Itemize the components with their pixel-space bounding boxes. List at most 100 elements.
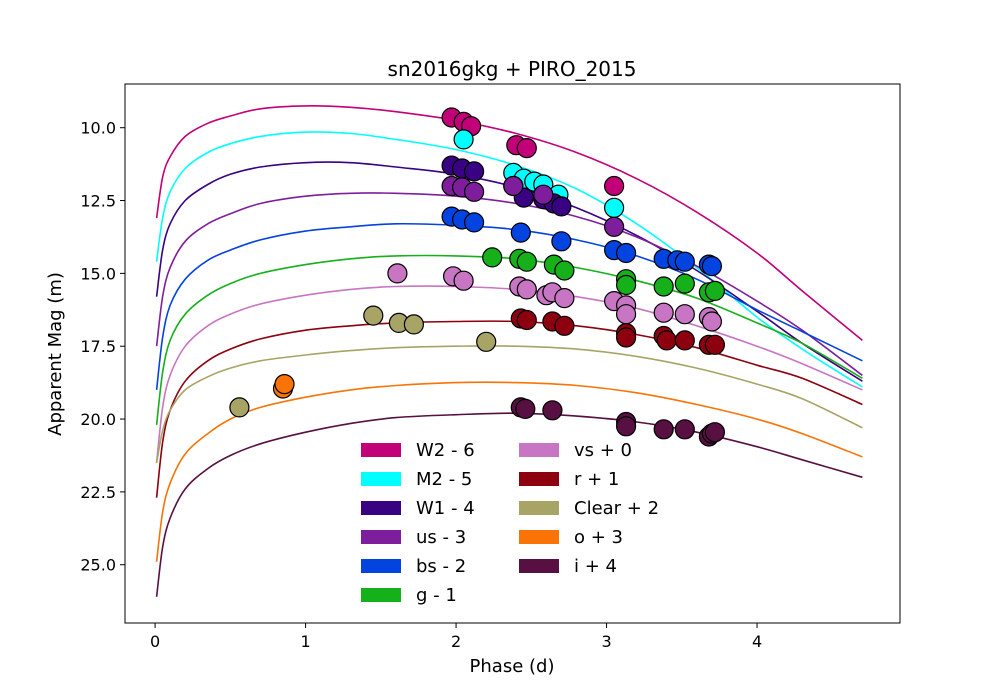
legend-swatch bbox=[519, 472, 559, 486]
legend-swatch bbox=[519, 530, 559, 544]
chart-title: sn2016gkg + PIRO_2015 bbox=[388, 57, 637, 81]
legend-label: bs - 2 bbox=[416, 556, 466, 577]
data-point-w1-4-8 bbox=[551, 196, 572, 217]
data-point-g-1-3 bbox=[516, 251, 537, 272]
y-tick-label: 22.5 bbox=[80, 483, 116, 502]
data-point-bs-2-3 bbox=[464, 212, 485, 233]
model-curves bbox=[155, 105, 863, 597]
data-point-vs-0-5 bbox=[516, 279, 537, 300]
data-point-g-1-8 bbox=[653, 276, 674, 297]
model-curve-w2-6 bbox=[155, 105, 863, 342]
x-tick-label: 1 bbox=[300, 632, 310, 651]
y-tick-label: 10.0 bbox=[80, 119, 116, 138]
data-point-bs-2-4 bbox=[510, 222, 531, 243]
model-curve-m2-5 bbox=[155, 131, 863, 388]
data-point-clear-2-5 bbox=[476, 331, 497, 352]
data-point-i-4-10 bbox=[704, 422, 726, 443]
legend-item-w2-6: W2 - 6 bbox=[361, 440, 475, 461]
data-point-us-3-6 bbox=[603, 216, 625, 237]
y-axis-ticks: 10.0 12.5 15.0 17.5 20.0 22.5 25.0 bbox=[80, 119, 125, 575]
legend-item-clear-2: Clear + 2 bbox=[519, 498, 659, 519]
x-tick-label: 4 bbox=[752, 632, 762, 651]
legend-item-i-4: i + 4 bbox=[519, 556, 617, 577]
data-point-clear-2-2 bbox=[363, 305, 384, 326]
data-point-vs-0-13 bbox=[674, 304, 695, 325]
legend-swatch bbox=[519, 501, 559, 515]
y-tick-label: 25.0 bbox=[80, 556, 116, 575]
model-curve-g-1 bbox=[155, 254, 863, 425]
data-point-vs-0-8 bbox=[554, 288, 575, 309]
legend-swatch bbox=[361, 501, 401, 515]
data-point-us-3-4 bbox=[503, 175, 524, 197]
plot-frame bbox=[124, 83, 901, 624]
data-point-o-3-2 bbox=[274, 374, 295, 395]
legend-item-bs-2: bs - 2 bbox=[361, 556, 466, 577]
legend-item-us-3: us - 3 bbox=[361, 527, 466, 548]
data-point-vs-0-15 bbox=[701, 311, 723, 332]
data-point-r-1-9 bbox=[674, 330, 695, 351]
model-curve-o-3 bbox=[155, 381, 863, 562]
data-point-bs-2-5 bbox=[551, 231, 572, 252]
data-point-vs-0-3 bbox=[453, 270, 474, 291]
legend-label: Clear + 2 bbox=[574, 498, 659, 519]
data-point-clear-2-1 bbox=[229, 397, 250, 418]
data-point-r-1-6 bbox=[615, 327, 637, 348]
legend-label: W2 - 6 bbox=[416, 440, 475, 461]
model-curve-i-4 bbox=[155, 412, 863, 597]
data-point-w2-6-5 bbox=[516, 138, 537, 159]
legend-swatch bbox=[361, 588, 401, 602]
legend-label: r + 1 bbox=[574, 469, 619, 490]
data-point-m2-5-7 bbox=[603, 197, 625, 218]
data-point-i-4-3 bbox=[542, 400, 563, 421]
data-point-us-3-5 bbox=[533, 184, 554, 205]
legend-label: o + 3 bbox=[574, 527, 623, 548]
data-point-i-4-7 bbox=[674, 419, 695, 440]
legend-item-o-3: o + 3 bbox=[519, 527, 623, 548]
y-tick-label: 15.0 bbox=[80, 264, 116, 283]
legend: W2 - 6 M2 - 5 W1 - 4 us - 3 bs - 2 g - 1 vs + … bbox=[361, 440, 659, 606]
model-curve-vs-0 bbox=[155, 285, 863, 463]
data-point-w2-6-6 bbox=[603, 175, 625, 197]
legend-swatch bbox=[519, 443, 559, 457]
y-tick-label: 17.5 bbox=[80, 337, 116, 356]
legend-label: g - 1 bbox=[416, 585, 457, 606]
x-tick-label: 2 bbox=[451, 632, 461, 651]
legend-item-r-1: r + 1 bbox=[519, 469, 619, 490]
legend-swatch bbox=[361, 472, 401, 486]
legend-item-m2-5: M2 - 5 bbox=[361, 469, 472, 490]
model-curve-w1-4 bbox=[155, 161, 863, 382]
data-point-g-1-9 bbox=[674, 273, 695, 294]
data-point-g-1-11 bbox=[704, 280, 726, 301]
legend-item-g-1: g - 1 bbox=[361, 585, 457, 606]
data-point-bs-2-10 bbox=[674, 251, 695, 272]
data-point-bs-2-12 bbox=[701, 256, 723, 277]
y-tick-label: 20.0 bbox=[80, 410, 116, 429]
data-point-g-1-5 bbox=[554, 260, 575, 281]
legend-swatch bbox=[361, 559, 401, 573]
data-point-us-3-3 bbox=[464, 181, 485, 202]
legend-swatch bbox=[361, 530, 401, 544]
legend-label: M2 - 5 bbox=[416, 469, 472, 490]
legend-label: W1 - 4 bbox=[416, 498, 475, 519]
legend-swatch bbox=[361, 443, 401, 457]
x-axis-label: Phase (d) bbox=[470, 656, 555, 677]
data-point-m2-5-1 bbox=[453, 129, 474, 150]
data-point-r-1-11 bbox=[704, 334, 726, 355]
legend-item-vs-0: vs + 0 bbox=[519, 440, 632, 461]
data-point-r-1-4 bbox=[554, 315, 575, 336]
data-point-g-1-7 bbox=[615, 274, 637, 296]
observed-points bbox=[229, 107, 726, 447]
y-tick-label: 12.5 bbox=[80, 192, 116, 211]
data-point-i-4-6 bbox=[653, 419, 674, 440]
x-tick-label: 0 bbox=[150, 632, 160, 651]
x-axis-ticks: 0 1 2 3 4 bbox=[150, 623, 762, 651]
data-point-r-1-8 bbox=[656, 330, 677, 351]
legend-label: us - 3 bbox=[416, 527, 466, 548]
legend-swatch bbox=[519, 559, 559, 573]
data-point-i-4-5 bbox=[615, 416, 637, 437]
legend-item-w1-4: W1 - 4 bbox=[361, 498, 475, 519]
legend-label: i + 4 bbox=[574, 556, 617, 577]
data-point-bs-2-7 bbox=[615, 242, 637, 264]
legend-label: vs + 0 bbox=[574, 440, 632, 461]
